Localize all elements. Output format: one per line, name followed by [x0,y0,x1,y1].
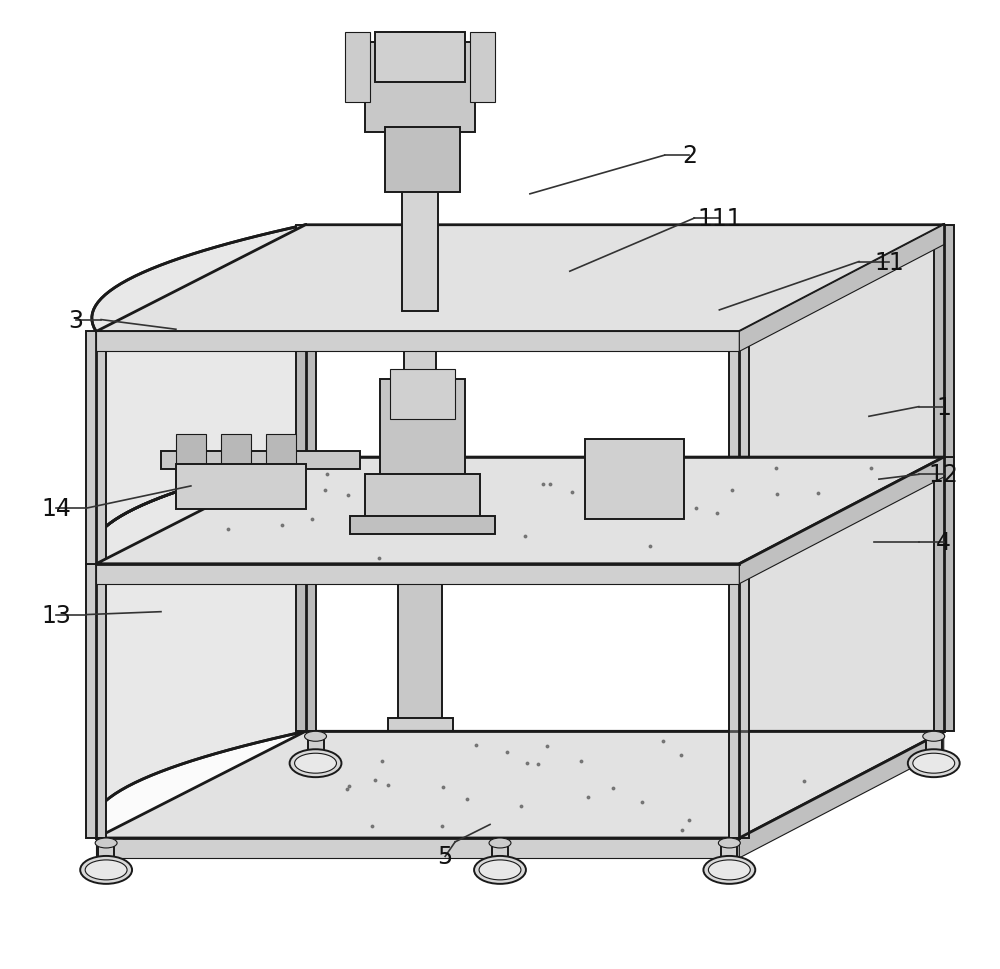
Bar [350,516,495,534]
Bar [296,226,316,457]
Polygon shape [92,457,306,838]
Ellipse shape [908,749,960,777]
Ellipse shape [489,838,511,848]
Ellipse shape [718,838,740,848]
Ellipse shape [923,732,945,741]
Bar [385,128,460,193]
Ellipse shape [305,732,326,741]
Bar [176,435,206,484]
Bar [176,464,306,510]
Bar [926,736,942,766]
Text: 2: 2 [682,144,697,168]
Bar [470,33,495,103]
Polygon shape [96,838,739,858]
Bar [365,44,475,133]
Bar [266,435,296,484]
Text: 12: 12 [929,463,959,486]
Bar [729,332,749,564]
Polygon shape [739,732,944,858]
Bar [86,332,106,564]
Ellipse shape [295,754,336,773]
Ellipse shape [708,860,750,880]
Bar [492,843,508,873]
Text: 13: 13 [41,603,71,627]
Bar [729,564,749,838]
Polygon shape [96,226,306,564]
Bar [375,33,465,83]
Polygon shape [739,226,944,352]
Polygon shape [739,457,944,838]
Bar [86,564,106,838]
Bar [98,843,114,873]
Bar [390,370,455,420]
Ellipse shape [703,856,755,884]
Ellipse shape [290,749,341,777]
Bar [388,719,453,754]
Ellipse shape [913,754,955,773]
Bar [934,457,954,732]
Text: 111: 111 [697,206,742,231]
Polygon shape [92,226,306,564]
Text: 1: 1 [936,395,951,420]
Bar [296,457,316,732]
Bar [365,475,480,529]
Text: 14: 14 [41,497,71,520]
Bar [402,768,438,813]
Polygon shape [739,226,944,564]
Text: 11: 11 [874,250,904,274]
Polygon shape [96,564,739,584]
Ellipse shape [85,860,127,880]
Text: 3: 3 [69,308,84,332]
Bar [404,332,436,512]
Polygon shape [739,457,944,584]
Bar [221,435,251,484]
Polygon shape [96,457,944,564]
Text: 5: 5 [438,845,453,868]
Bar [308,736,324,766]
Bar [380,380,465,480]
Bar [402,33,438,312]
Bar [721,843,737,873]
Bar [392,748,448,773]
Bar [398,584,442,734]
Ellipse shape [474,856,526,884]
Ellipse shape [479,860,521,880]
Bar [585,440,684,519]
Polygon shape [96,457,306,838]
Bar [161,452,360,470]
Bar [345,33,370,103]
Ellipse shape [80,856,132,884]
Polygon shape [96,732,944,838]
Polygon shape [96,226,944,332]
Ellipse shape [95,838,117,848]
Bar [934,226,954,457]
Polygon shape [96,332,739,352]
Text: 4: 4 [936,530,951,554]
